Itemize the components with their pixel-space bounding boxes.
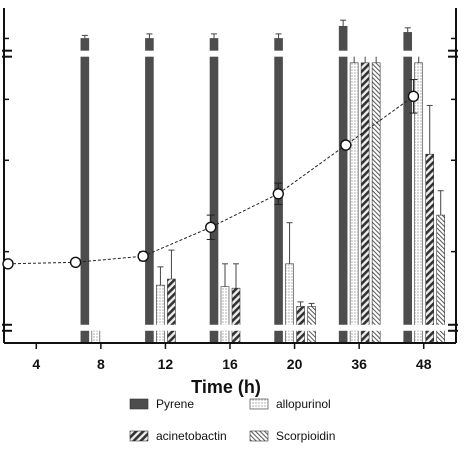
line-point-36 (340, 139, 352, 151)
line-point-12 (137, 250, 149, 262)
legend-label-acinetobactin: acinetobactin (156, 429, 227, 443)
legend-label-allopurinol: allopurinol (276, 397, 331, 411)
time-course-line (2, 79, 420, 270)
bar-pyrene-12 (145, 38, 154, 344)
bar-acinetobactin-36 (360, 62, 370, 344)
legend-label-scorpioidin: Scorpioidin (276, 429, 335, 443)
bar-pyrene-36 (338, 25, 348, 344)
line-point-16 (205, 221, 217, 233)
x-tick-label-48: 48 (416, 356, 432, 372)
x-tick-label-16: 16 (222, 356, 238, 372)
legend-swatch-allopurinol (249, 398, 269, 410)
x-tick-label-12: 12 (158, 356, 174, 372)
bar-pyrene-8 (80, 38, 90, 344)
x-axis-title: Time (h) (191, 377, 261, 397)
bar-acinetobactin-20 (296, 306, 305, 344)
bar-pyrene-48 (403, 32, 413, 344)
x-tick-labels: 4 8 12 16 20 36 48 (32, 343, 432, 372)
bar-allopurinol-20 (285, 263, 294, 344)
line-point-4 (2, 258, 14, 270)
bar-allopurinol-48 (414, 62, 424, 344)
axis-break-gap-0 (0, 324, 460, 331)
x-tick-label-36: 36 (351, 356, 367, 372)
bar-acinetobactin-12 (167, 278, 176, 344)
bar-acinetobactin-16 (231, 287, 241, 344)
x-tick-label-4: 4 (32, 356, 40, 372)
axis-break-gap-1 (0, 50, 460, 57)
legend-swatch-scorpioidin (249, 430, 269, 442)
x-tick-label-8: 8 (97, 356, 105, 372)
bar-allopurinol-36 (349, 62, 359, 344)
line-point-48 (407, 90, 420, 103)
bar-scorpioidin-20 (307, 306, 316, 344)
bar-acinetobactin-48 (425, 153, 435, 344)
line-point-8 (69, 256, 82, 268)
legend: Pyrene allopurinol acinetobactin Scorpioidi… (129, 397, 335, 443)
bar-allopurinol-16 (220, 286, 230, 344)
bar-scorpioidin-36 (371, 62, 381, 344)
plot-area (0, 19, 460, 344)
bar-pyrene-16 (209, 38, 219, 344)
legend-swatch-pyrene (129, 398, 149, 410)
line-point-20 (272, 188, 284, 200)
legend-swatch-acinetobactin (129, 430, 149, 442)
x-tick-label-20: 20 (287, 356, 303, 372)
axes (2, 8, 458, 344)
legend-label-pyrene: Pyrene (156, 397, 194, 411)
bar-scorpioidin-48 (436, 214, 446, 344)
bar-allopurinol-12 (156, 284, 165, 344)
